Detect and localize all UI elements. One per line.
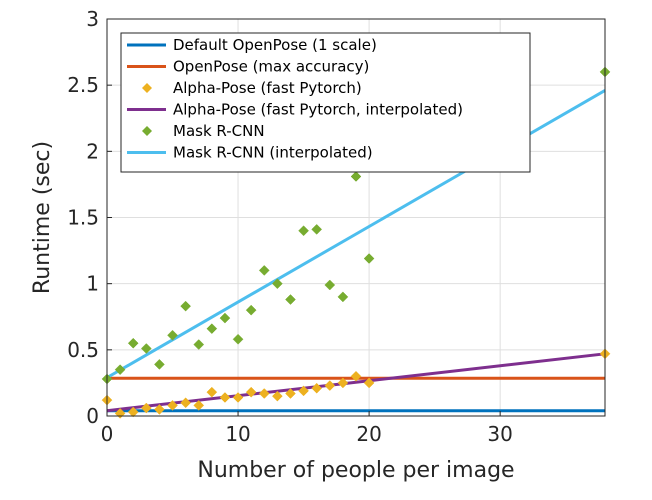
y-tick-label: 2.5 — [67, 73, 99, 97]
mask-r-cnn-point — [193, 339, 205, 350]
alpha-pose-fast-pytorch-point — [272, 390, 283, 402]
mask-r-cnn-point — [167, 329, 178, 341]
alpha-pose-fast-pytorch-point — [140, 402, 152, 414]
y-tick-label: 2 — [86, 139, 99, 163]
alpha-pose-fast-pytorch-point — [127, 406, 139, 418]
plot-points — [101, 66, 611, 419]
mask-r-cnn-point — [272, 278, 283, 290]
alpha-pose-fast-pytorch-point — [350, 370, 362, 382]
x-tick-label: 0 — [101, 422, 114, 446]
y-tick-label: 0.5 — [67, 338, 99, 362]
mask-r-cnn-point — [258, 265, 270, 276]
legend-label-openpose-max-accuracy: OpenPose (max accuracy) — [173, 58, 369, 76]
x-tick-label: 30 — [487, 422, 512, 446]
legend-label-mask-r-cnn: Mask R-CNN — [173, 122, 265, 140]
alpha-pose-fast-pytorch-interpolated-line — [106, 352, 606, 413]
alpha-pose-fast-pytorch-point — [298, 385, 309, 397]
legend-label-mask-r-cnn-interpolated: Mask R-CNN (interpolated) — [173, 144, 373, 162]
x-tick-label: 20 — [356, 422, 381, 446]
mask-r-cnn-point — [180, 300, 191, 312]
mask-r-cnn-point — [140, 343, 152, 354]
mask-r-cnn-point — [206, 323, 218, 335]
legend: Default OpenPose (1 scale) OpenPose (max … — [120, 32, 531, 173]
mask-r-cnn-point — [285, 294, 296, 305]
mask-r-cnn-point — [245, 304, 257, 316]
alpha-pose-fast-pytorch-point — [324, 380, 336, 391]
alpha-pose-fast-pytorch-point — [245, 386, 257, 398]
ticks: 0 10 20 30 0 0.5 1 1.5 2 2.5 3 — [67, 7, 513, 446]
alpha-pose-fast-pytorch-point — [258, 388, 270, 399]
y-tick-label: 1.5 — [67, 206, 99, 230]
y-tick-label: 3 — [86, 7, 99, 31]
legend-swatch-alpha-pose-fast-pytorch — [142, 83, 152, 93]
alpha-pose-fast-pytorch-point — [311, 382, 323, 394]
mask-r-cnn-point — [114, 364, 126, 376]
mask-r-cnn-point — [337, 291, 349, 303]
alpha-pose-fast-pytorch-point — [180, 397, 191, 409]
x-tick-label: 10 — [225, 422, 250, 446]
mask-r-cnn-point — [350, 171, 362, 182]
mask-r-cnn-point — [219, 312, 231, 324]
legend-box — [120, 32, 531, 173]
legend-label-alpha-pose-fast-pytorch: Alpha-Pose (fast Pytorch) — [173, 79, 362, 97]
mask-r-cnn-point — [311, 224, 323, 235]
alpha-pose-fast-pytorch-point — [219, 392, 231, 403]
mask-r-cnn-point — [154, 359, 165, 370]
alpha-pose-fast-pytorch-point — [154, 404, 165, 415]
y-axis-title: Runtime (sec) — [30, 141, 55, 294]
legend-label-default-openpose-1-scale: Default OpenPose (1 scale) — [173, 36, 377, 54]
alpha-pose-fast-pytorch-point — [363, 377, 375, 389]
legend-swatch-mask-r-cnn — [142, 126, 152, 136]
x-axis-title: Number of people per image — [197, 458, 514, 483]
mask-r-cnn-point — [363, 253, 375, 264]
alpha-pose-fast-pytorch-point — [232, 392, 244, 403]
alpha-pose-fast-pytorch-point — [167, 400, 178, 411]
mask-r-cnn-point — [127, 337, 139, 349]
mask-r-cnn-point — [298, 225, 309, 237]
y-tick-label: 1 — [86, 272, 99, 296]
mask-r-cnn-point — [324, 279, 336, 291]
alpha-pose-fast-pytorch-point — [337, 377, 349, 389]
alpha-pose-fast-pytorch-point — [206, 386, 218, 398]
mask-r-cnn-point — [232, 333, 244, 345]
legend-label-alpha-pose-fast-pytorch-interpolated: Alpha-Pose (fast Pytorch, interpolated) — [173, 101, 463, 119]
y-tick-label: 0 — [86, 404, 99, 428]
alpha-pose-fast-pytorch-point — [193, 400, 205, 411]
alpha-pose-fast-pytorch-point — [285, 388, 296, 399]
